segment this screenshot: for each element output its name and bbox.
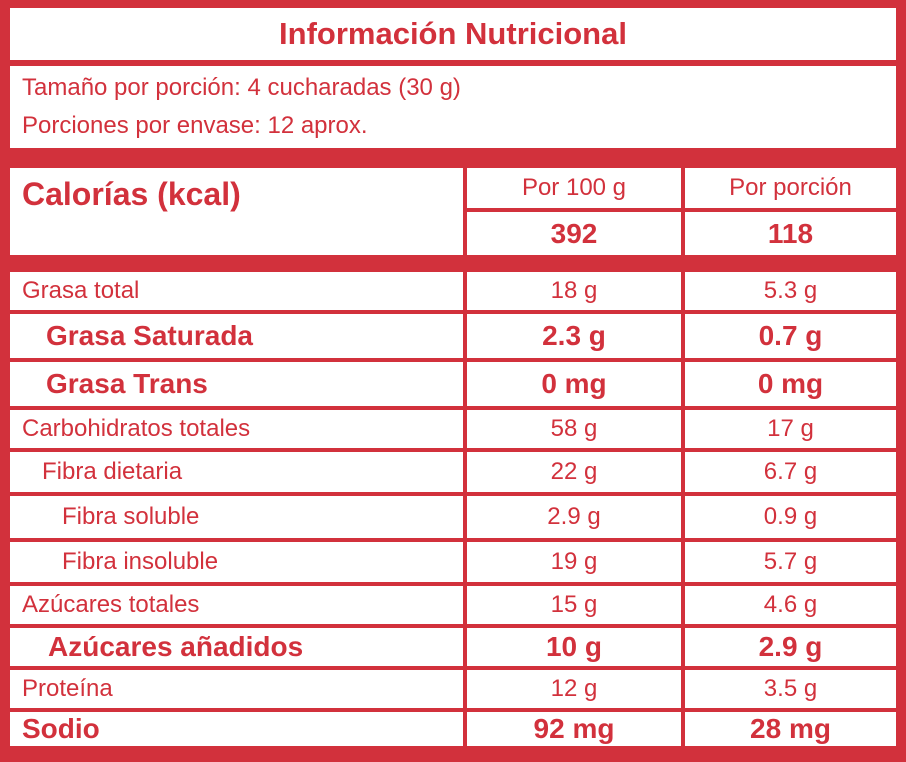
nutrient-value: 3.5 g: [685, 670, 896, 708]
nutrient-value: 0 mg: [685, 362, 896, 406]
nutrient-name: Grasa Saturada: [10, 314, 463, 358]
nutrient-name: Azúcares totales: [10, 586, 463, 624]
nutrient-value: 2.3 g: [467, 314, 681, 358]
nutrient-value: 10 g: [467, 628, 681, 666]
nutrient-value: 58 g: [467, 410, 681, 448]
serving-size: Tamaño por porción: 4 cucharadas (30 g): [22, 74, 461, 101]
calories-label: Calorías (kcal): [10, 168, 463, 255]
nutrient-name: Sodio: [10, 712, 463, 746]
nutrient-value: 15 g: [467, 586, 681, 624]
nutrient-value: 6.7 g: [685, 452, 896, 492]
nutrient-name: Carbohidratos totales: [10, 410, 463, 448]
nutrient-name: Grasa total: [10, 272, 463, 310]
nutrient-value: 2.9 g: [467, 496, 681, 538]
nutrient-value: 92 mg: [467, 712, 681, 746]
servings-per-container: Porciones por envase: 12 aprox.: [22, 112, 368, 139]
nutrient-value: 5.7 g: [685, 542, 896, 582]
calories-value: 392: [467, 212, 681, 255]
title: Información Nutricional: [10, 8, 896, 60]
nutrient-value: 12 g: [467, 670, 681, 708]
column-header: Por porción: [685, 168, 896, 208]
nutrient-value: 22 g: [467, 452, 681, 492]
nutrient-name: Fibra dietaria: [10, 452, 463, 492]
nutrient-value: 18 g: [467, 272, 681, 310]
nutrient-name: Fibra soluble: [10, 496, 463, 538]
serving-info: Tamaño por porción: 4 cucharadas (30 g) …: [10, 66, 896, 148]
nutrient-name: Proteína: [10, 670, 463, 708]
nutrient-value: 4.6 g: [685, 586, 896, 624]
nutrient-value: 0.9 g: [685, 496, 896, 538]
calories-value: 118: [685, 212, 896, 255]
nutrient-value: 5.3 g: [685, 272, 896, 310]
nutrient-name: Fibra insoluble: [10, 542, 463, 582]
nutrient-value: 19 g: [467, 542, 681, 582]
nutrient-value: 0.7 g: [685, 314, 896, 358]
nutrient-value: 17 g: [685, 410, 896, 448]
nutrient-value: 2.9 g: [685, 628, 896, 666]
nutrient-name: Grasa Trans: [10, 362, 463, 406]
nutrient-value: 28 mg: [685, 712, 896, 746]
column-header: Por 100 g: [467, 168, 681, 208]
nutrient-value: 0 mg: [467, 362, 681, 406]
nutrient-name: Azúcares añadidos: [10, 628, 463, 666]
